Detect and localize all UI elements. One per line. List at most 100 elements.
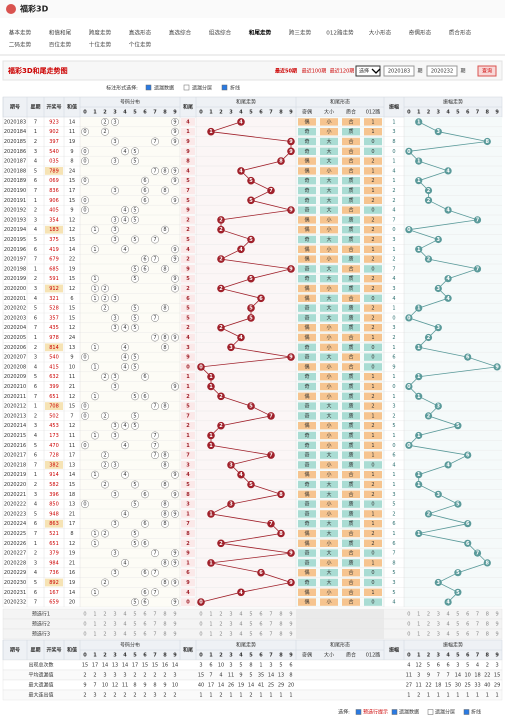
checkbox[interactable] — [391, 709, 398, 715]
checkbox[interactable] — [145, 84, 152, 91]
from-input[interactable] — [383, 65, 415, 77]
checkbox[interactable] — [463, 709, 470, 715]
form-value: 1 — [371, 384, 374, 390]
preselect-digit: 3 — [437, 632, 440, 638]
form-value: 质 — [348, 177, 353, 184]
tail-hit — [217, 323, 225, 332]
form-cell — [298, 451, 316, 459]
tail: 4 — [186, 247, 190, 253]
issue: 2020214 — [4, 423, 26, 429]
form-cell — [320, 569, 338, 577]
tail-hit-label: 1 — [209, 443, 213, 449]
form-value: 合 — [348, 246, 353, 253]
nav-link[interactable]: 直选形态 — [129, 29, 152, 37]
tail: 7 — [186, 413, 190, 419]
form-value: 小 — [326, 246, 331, 253]
checkbox[interactable] — [355, 709, 362, 715]
nav-link[interactable]: 奇偶形态 — [409, 29, 432, 37]
form-value: 2 — [371, 237, 374, 243]
digit-hit — [141, 196, 149, 205]
form-cell — [320, 539, 338, 547]
form-cell — [298, 147, 316, 155]
checkbox[interactable] — [427, 709, 434, 715]
form-value: 2 — [371, 217, 374, 223]
digit-hit-label: 4 — [123, 443, 126, 449]
nav-link[interactable]: 直选综合 — [169, 29, 192, 37]
amp-hit-label: 7 — [476, 551, 480, 557]
digit-hit-label: 6 — [143, 541, 146, 547]
tail-bg — [181, 186, 195, 195]
tail: 4 — [186, 119, 190, 125]
nav-link[interactable]: 十位走势 — [89, 41, 112, 49]
nav-link[interactable]: 和尾走势 — [249, 29, 272, 37]
select-arrow — [371, 68, 381, 74]
form-value: 小 — [326, 256, 331, 263]
amp-hit — [444, 206, 452, 214]
form-value: 小 — [326, 501, 331, 508]
digit-hit — [141, 519, 149, 528]
tail-hit — [207, 127, 215, 136]
amplitude: 0 — [392, 384, 395, 390]
digit-header: 2 — [427, 110, 431, 116]
nav-link[interactable]: 百位走势 — [49, 41, 72, 49]
digit-hit-label: 1 — [93, 247, 96, 253]
form-value: 奇 — [304, 501, 309, 508]
checkbox[interactable] — [221, 84, 228, 91]
issue: 2020226 — [4, 541, 26, 547]
form-value: 小 — [326, 471, 331, 478]
sum: 13 — [69, 462, 75, 468]
digit-hit — [91, 362, 99, 371]
nav-link[interactable]: 跨三走势 — [289, 29, 312, 37]
to-input[interactable] — [426, 65, 458, 77]
form-cell — [342, 549, 360, 557]
sum: 16 — [69, 570, 75, 576]
form-value: 0 — [371, 364, 374, 370]
form-cell — [298, 598, 316, 606]
digit-hit — [141, 598, 149, 607]
nav-link[interactable]: 跨度走势 — [89, 29, 112, 37]
tail-hit — [287, 578, 295, 587]
draw-number: 914 — [49, 472, 59, 478]
digit-hit-label: 1 — [93, 433, 96, 439]
period-select-text: 选择 — [359, 68, 369, 75]
form-value: 0 — [371, 570, 374, 576]
tail-hit-label: 2 — [219, 217, 223, 223]
nav-link[interactable]: 质合形态 — [449, 29, 472, 37]
digit-hit-label: 5 — [133, 149, 136, 155]
nav-link[interactable]: 大小形态 — [369, 29, 392, 37]
form-value: 奇 — [304, 579, 309, 586]
draw-number: 923 — [49, 119, 59, 125]
digit-header: 7 — [476, 110, 480, 116]
digit-hit-label: 5 — [133, 276, 136, 282]
tail-hit-label: 1 — [209, 511, 213, 517]
digit-hit-label: 8 — [163, 511, 166, 517]
period-select[interactable] — [355, 65, 381, 77]
digit-hit — [141, 568, 149, 577]
nav-link[interactable]: 012路走势 — [326, 29, 354, 37]
query-button[interactable] — [477, 65, 497, 77]
preselect-digit: 3 — [113, 612, 116, 618]
checkbox[interactable] — [183, 84, 190, 91]
digit-hit — [101, 411, 109, 420]
digit-header: 3 — [113, 653, 117, 659]
digit-header: 0 — [199, 110, 203, 116]
digit-hit — [141, 392, 149, 401]
amp-hit — [434, 490, 442, 498]
amp-hit-label: 1 — [417, 345, 421, 351]
tail: 6 — [186, 296, 190, 302]
preselect-digit: 0 — [83, 632, 86, 638]
draw-number: 685 — [49, 266, 59, 272]
nav-link[interactable]: 个位走势 — [129, 41, 152, 49]
digit-hit — [91, 529, 99, 538]
draw-number: 397 — [49, 139, 59, 145]
nav-link[interactable]: 和值和尾 — [49, 29, 72, 37]
preselect-digit: 1 — [93, 612, 96, 618]
amp-hit — [405, 441, 413, 449]
form-cell — [298, 373, 316, 381]
footer-option: 遗漏分层 — [435, 709, 455, 716]
preselect-digit: 9 — [496, 632, 499, 638]
nav-link[interactable]: 组选综合 — [209, 29, 232, 37]
nav-link[interactable]: 基本走势 — [9, 29, 32, 37]
nav-link[interactable]: 二码走势 — [9, 41, 32, 49]
form-cell — [298, 324, 316, 332]
